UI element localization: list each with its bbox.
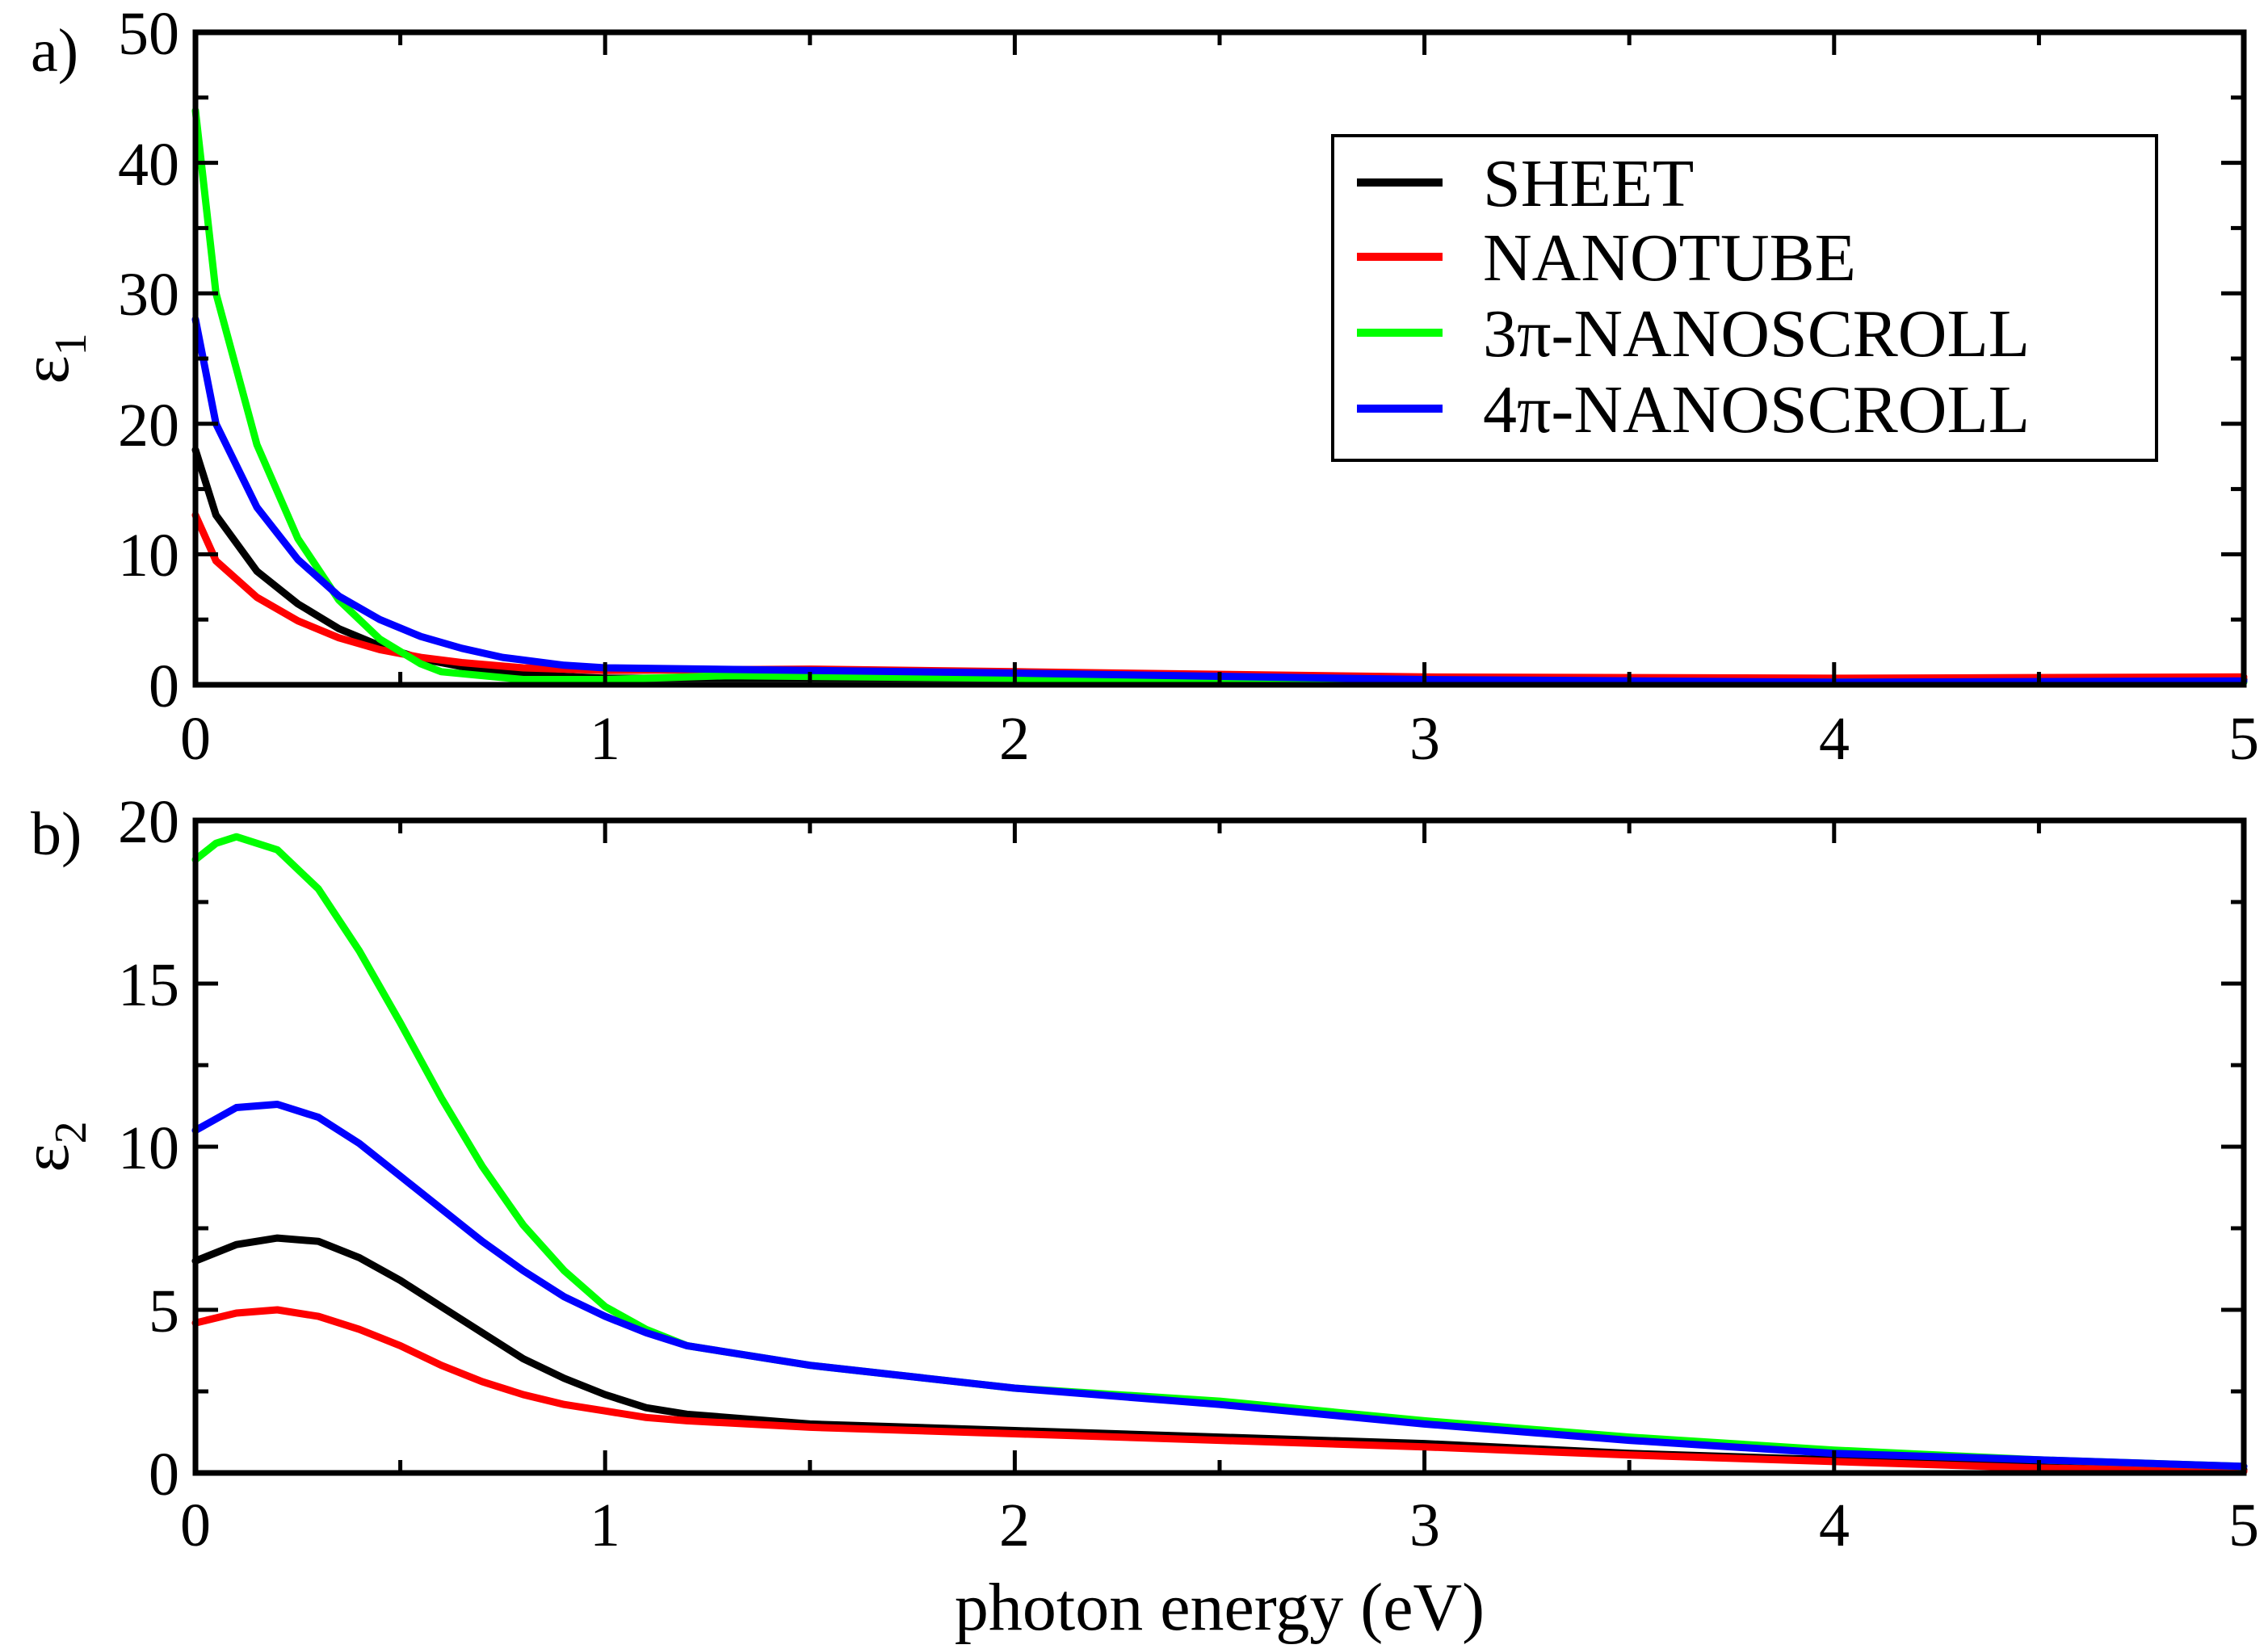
panel-b-series-nanotube [191, 1306, 2248, 1475]
panel-b-ytick-label: 5 [149, 1278, 179, 1345]
panel-b-ylabel-symbol: ε [8, 1143, 83, 1172]
panel-b-ylabel: ε2 [8, 1121, 96, 1172]
panel-a-ticks [193, 30, 2246, 687]
panel-a-ytick-label: 50 [118, 0, 179, 68]
panel-a-series-sheet [191, 446, 2248, 683]
panel-a-ytick-labels: 0 10 20 30 40 50 [118, 0, 179, 720]
panel-b-xtick-label: 0 [180, 1492, 211, 1559]
panel-b-xtick-label: 1 [590, 1492, 620, 1559]
legend-label-4pi-nanoscroll: 4π-NANOSCROLL [1483, 372, 2030, 447]
legend-label-sheet: SHEET [1483, 146, 1694, 221]
panel-b-ytick-label: 20 [118, 788, 179, 856]
panel-b-xtick-label: 5 [2228, 1492, 2259, 1559]
panel-a-ylabel-subscript: 1 [46, 333, 96, 355]
panel-b-frame [192, 817, 2247, 1476]
panel-b-xtick-label: 3 [1409, 1492, 1440, 1559]
legend-label-3pi-nanoscroll: 3π-NANOSCROLL [1483, 296, 2030, 371]
svg-text:ε2: ε2 [8, 1121, 96, 1172]
panel-a-ylabel: ε1 [8, 333, 96, 384]
panel-b-ytick-label: 10 [118, 1114, 179, 1182]
panel-a-xtick-label: 1 [590, 705, 620, 773]
panel-a-xtick-label: 5 [2228, 705, 2259, 773]
panel-a-ytick-label: 30 [118, 261, 179, 329]
panel-b-series-group [191, 833, 2248, 1475]
panel-a-xtick-label: 2 [999, 705, 1030, 773]
legend-box [1331, 134, 2158, 462]
panel-b-ytick-labels: 0 5 10 15 20 [118, 788, 179, 1508]
panel-b-series-3pi-nanoscroll [191, 833, 2248, 1471]
panel-b-series-4pi-nanoscroll [191, 1101, 2248, 1471]
panel-a-xtick-label: 0 [180, 705, 211, 773]
panel-a-ylabel-symbol: ε [8, 355, 83, 384]
panel-a-xtick-label: 3 [1409, 705, 1440, 773]
panel-b-xlabel: photon energy (eV) [955, 1570, 1485, 1645]
svg-text:ε1: ε1 [8, 333, 96, 384]
panel-a-ytick-label: 10 [118, 522, 179, 590]
panel-b-xtick-label: 2 [999, 1492, 1030, 1559]
panel-a: a) 0 1 2 3 4 5 0 10 20 30 40 50 ε1 SHEET [8, 0, 2259, 773]
panel-b-xtick-label: 4 [1819, 1492, 1850, 1559]
panel-b-ytick-label: 0 [149, 1441, 179, 1508]
panel-a-xtick-labels: 0 1 2 3 4 5 [180, 705, 2259, 773]
panel-b-xtick-labels: 0 1 2 3 4 5 [180, 1492, 2259, 1559]
panel-a-ytick-label: 20 [118, 392, 179, 459]
panel-a-xtick-label: 4 [1819, 705, 1850, 773]
panel-b-ylabel-subscript: 2 [46, 1121, 96, 1143]
legend: SHEET NANOTUBE 3π-NANOSCROLL 4π-NANOSCRO… [1331, 134, 2158, 462]
panel-b-ytick-label: 15 [118, 951, 179, 1019]
panel-a-ytick-label: 0 [149, 652, 179, 720]
legend-label-nanotube: NANOTUBE [1483, 220, 1856, 296]
panel-a-tag: a) [31, 17, 78, 85]
panel-b-series-sheet [191, 1234, 2248, 1474]
panel-b: b) 0 1 2 3 4 5 0 5 10 15 20 ε2 photon en… [8, 788, 2259, 1645]
panel-a-ytick-label: 40 [118, 131, 179, 199]
panel-b-ticks [193, 818, 2246, 1475]
panel-b-tag: b) [31, 800, 82, 868]
